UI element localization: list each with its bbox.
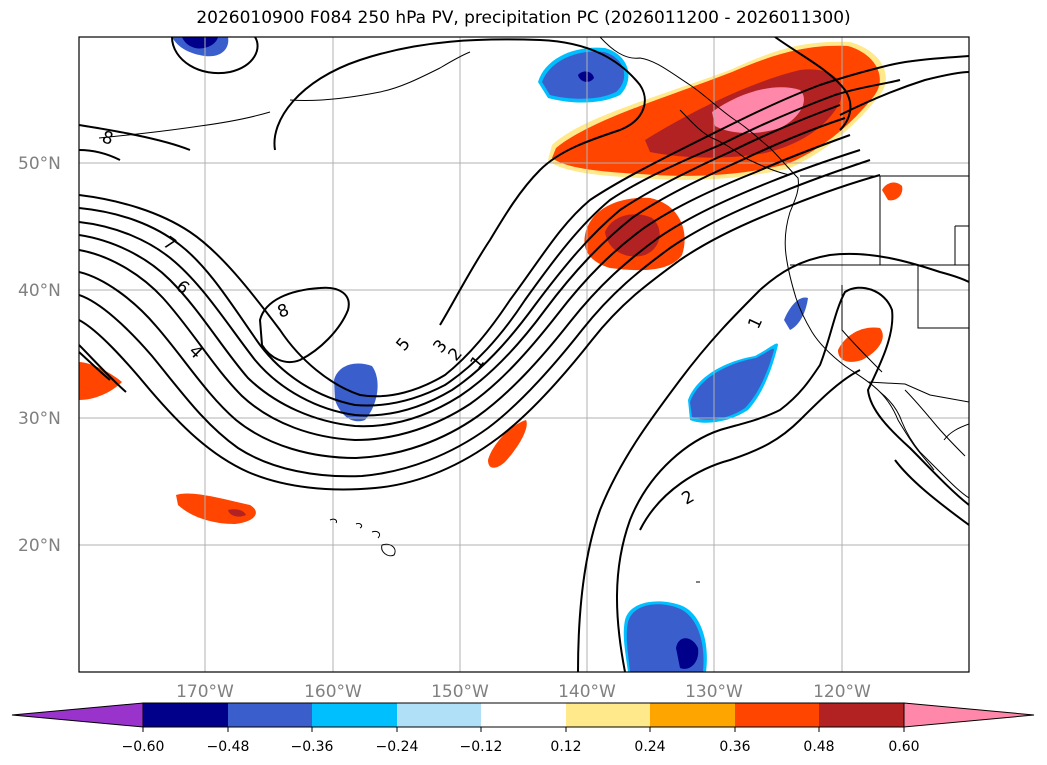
pv-contour-8-north (171, 37, 259, 75)
colorbar-frame (142, 702, 905, 728)
coast-alaska-peninsula (289, 51, 471, 102)
colorbar-tick-label-5: −0.12 (460, 739, 503, 755)
pv-contour-3 (79, 149, 861, 460)
precip-streak-sub (488, 420, 527, 468)
colorbar-tick-label-7: 0.24 (634, 739, 665, 755)
colorbar-tick-label-8: 0.36 (719, 739, 750, 755)
colorbar-tick-label-10: 0.60 (888, 739, 919, 755)
precip-blob-ca (838, 327, 883, 362)
colorbar-tick-label-9: 0.48 (803, 739, 834, 755)
lon-labels: 170°W 160°W 150°W 140°W 130°W 120°W (176, 682, 871, 702)
pv-contours (79, 37, 969, 672)
colorbar-ticks (142, 727, 905, 732)
coast-alaska (599, 37, 799, 213)
plot-frame (78, 36, 970, 673)
coast-mexico (943, 423, 969, 441)
colorbar-extend-left (11, 702, 144, 728)
colorbar-tick-label-6: 0.12 (550, 739, 581, 755)
contour-label-8-nw: 8 (100, 128, 116, 150)
pv-contour-top-right (839, 71, 969, 116)
precip-blob-or (882, 182, 903, 201)
hawaii (329, 518, 396, 557)
pv-contour-7 (79, 79, 901, 407)
pv-contour-3-east (639, 369, 969, 531)
border-us-mexico (867, 381, 969, 403)
colorbar-extend-right (903, 702, 1035, 728)
colorbar-swatch-9 (819, 703, 904, 727)
lat-labels: 50°N 40°N 30°N 20°N (18, 154, 61, 556)
colorbar: −0.60 −0.48 −0.36 −0.24 −0.12 0.12 0.24 … (11, 702, 1035, 755)
gridlines (79, 37, 969, 672)
precip-neg-north-navy (578, 71, 594, 82)
pv-contour-8-center (258, 286, 350, 364)
colorbar-swatch-2 (228, 703, 312, 727)
pv-contour-1-west (79, 344, 127, 393)
pv-contour-4 (79, 134, 851, 442)
colorbar-swatch-5 (481, 703, 566, 727)
precip-neg-east-blue (690, 348, 774, 420)
coast-baja (879, 391, 935, 471)
precip-neg-central (334, 363, 378, 422)
lon-label-120: 120°W (813, 682, 871, 702)
pv-contour-1-east (577, 252, 969, 672)
pv-contour-2-east (616, 286, 969, 672)
colorbar-swatch-7 (650, 703, 735, 727)
pv-contour-6 (79, 104, 841, 417)
pv-contour-ridge (273, 38, 646, 326)
precip-neg-topleft-navy (182, 37, 218, 49)
lat-label-30: 30°N (18, 409, 61, 429)
colorbar-tick-label-3: −0.36 (291, 739, 334, 755)
precip-blob-edge (79, 362, 122, 400)
map-title: 2026010900 F084 250 hPa PV, precipitatio… (196, 8, 851, 28)
coast-gulf-california (904, 389, 966, 457)
coast-us-west (784, 211, 969, 499)
lon-label-160: 160°W (304, 682, 362, 702)
colorbar-tick-label-2: −0.48 (207, 739, 250, 755)
precip-blob-west (176, 493, 256, 524)
lon-label-130: 130°W (685, 682, 743, 702)
lon-label-150: 150°W (431, 682, 489, 702)
colorbar-tick-label-4: −0.24 (376, 739, 419, 755)
colorbar-swatch-8 (735, 703, 819, 727)
pv-contour-kink (774, 37, 852, 131)
pv-contour-5 (79, 117, 846, 428)
precip-neg-ca-north (784, 297, 808, 330)
colorbar-swatch-1 (143, 703, 228, 727)
precip-neg-south-navy (676, 638, 699, 669)
precip-negative-shading (172, 37, 808, 672)
lat-label-40: 40°N (18, 281, 61, 301)
lat-label-50: 50°N (18, 154, 61, 174)
precip-blob-west-dark (228, 509, 246, 517)
colorbar-swatch-6 (566, 703, 650, 727)
lon-label-170: 170°W (176, 682, 234, 702)
pv-contour-outer (79, 55, 969, 398)
lon-label-140: 140°W (558, 682, 616, 702)
pv-contour-8-left (79, 124, 191, 161)
border-state-3 (917, 265, 969, 329)
colorbar-swatch-3 (312, 703, 397, 727)
colorbar-swatch-4 (397, 703, 481, 727)
pv-contour-1-outer (79, 174, 881, 491)
colorbar-tick-label-1: −0.60 (122, 739, 165, 755)
coast-aleutians (98, 111, 271, 139)
lat-label-20: 20°N (18, 536, 61, 556)
pv-contour-2 (79, 159, 871, 478)
